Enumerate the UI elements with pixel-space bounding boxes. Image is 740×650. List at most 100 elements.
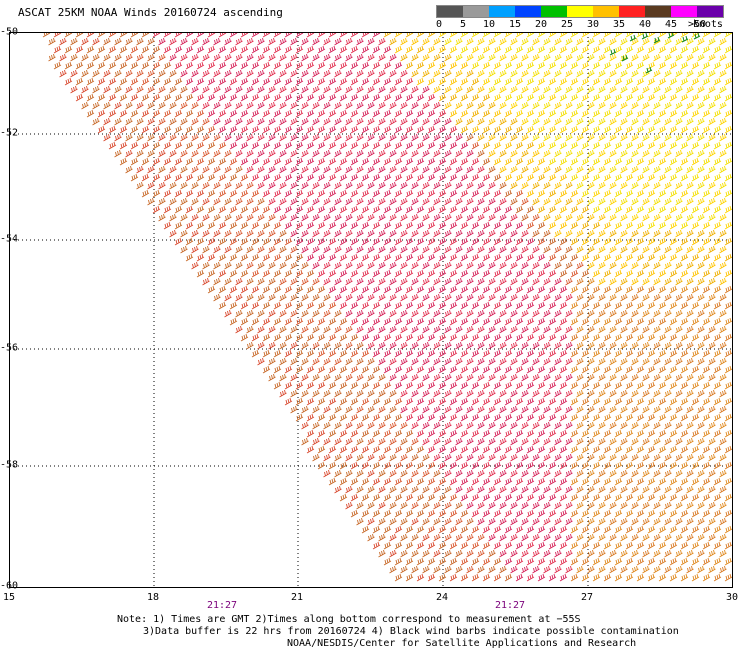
wind-barb	[543, 405, 551, 414]
wind-barb	[609, 373, 617, 382]
wind-barb	[455, 549, 463, 558]
wind-barb	[570, 509, 579, 518]
wind-barb	[400, 69, 408, 78]
wind-barb	[218, 93, 227, 102]
wind-barb	[218, 109, 227, 118]
wind-barb	[642, 245, 650, 254]
wind-barb	[642, 181, 650, 190]
wind-barb	[141, 77, 150, 86]
wind-barb	[411, 453, 419, 462]
wind-barb	[444, 565, 452, 574]
wind-barb	[416, 301, 425, 310]
wind-barb	[163, 173, 172, 182]
wind-barb	[642, 485, 650, 494]
wind-barb	[400, 421, 408, 430]
wind-barb	[521, 405, 529, 414]
wind-barb	[686, 533, 694, 542]
wind-barb	[400, 53, 408, 62]
wind-barb	[515, 429, 524, 438]
wind-barb	[257, 101, 265, 110]
wind-barb	[543, 501, 551, 510]
wind-barb	[268, 341, 276, 350]
wind-barb	[119, 33, 128, 38]
wind-barb	[416, 445, 425, 454]
wind-barb	[609, 213, 617, 222]
wind-barb	[570, 397, 579, 406]
wind-barb	[394, 205, 403, 214]
wind-barb	[394, 445, 403, 454]
wind-barb	[295, 237, 304, 246]
wind-barb	[240, 189, 249, 198]
wind-barb	[620, 437, 628, 446]
wind-barb	[642, 437, 650, 446]
wind-barb	[202, 133, 210, 142]
wind-barb	[389, 309, 397, 318]
wind-barb	[262, 285, 271, 294]
wind-barb	[345, 117, 353, 126]
wind-barb	[543, 293, 551, 302]
wind-barb	[719, 277, 727, 286]
wind-barb	[658, 525, 667, 534]
wind-barb	[213, 165, 221, 174]
wind-barb	[317, 77, 326, 86]
wind-barb	[372, 525, 381, 534]
wind-barb	[724, 205, 732, 214]
wind-barb	[548, 33, 557, 38]
wind-barb	[493, 189, 502, 198]
wind-barb	[378, 53, 386, 62]
wind-barb	[702, 77, 711, 86]
wind-barb	[180, 69, 188, 78]
wind-barb	[334, 453, 342, 462]
wind-barb	[592, 381, 601, 390]
wind-barb	[185, 77, 194, 86]
wind-barb	[466, 565, 474, 574]
wind-barb	[631, 101, 639, 110]
wind-barb	[526, 557, 535, 566]
wind-barb	[301, 165, 309, 174]
wind-barb	[620, 229, 628, 238]
wind-barb	[334, 181, 342, 190]
wind-barb	[400, 133, 408, 142]
wind-barb	[339, 269, 348, 278]
wind-barb	[521, 149, 529, 158]
wind-barb	[81, 53, 89, 62]
wind-barb	[565, 293, 573, 302]
wind-barb	[213, 229, 221, 238]
wind-barb	[636, 541, 645, 550]
wind-barb	[284, 141, 293, 150]
wind-barb	[614, 541, 623, 550]
wind-barb	[587, 53, 595, 62]
wind-barb	[455, 325, 463, 334]
wind-barb	[603, 333, 612, 342]
wind-barb	[202, 261, 210, 270]
wind-barb	[565, 53, 573, 62]
wind-barb	[658, 141, 667, 150]
wind-barb	[460, 77, 469, 86]
wind-barb	[620, 565, 628, 574]
wind-barb	[477, 405, 485, 414]
wind-barb	[367, 517, 375, 526]
wind-barb	[686, 437, 694, 446]
wind-barb	[246, 277, 254, 286]
wind-barb	[669, 509, 678, 518]
wind-barb	[273, 157, 282, 166]
wind-barb	[350, 461, 359, 470]
wind-barb	[669, 525, 678, 534]
wind-barb	[427, 77, 436, 86]
wind-barb	[521, 437, 529, 446]
wind-barb	[213, 85, 221, 94]
wind-barb	[411, 421, 419, 430]
wind-barb	[499, 277, 507, 286]
wind-barb	[713, 317, 722, 326]
wind-barb	[389, 357, 397, 366]
wind-barb	[218, 285, 227, 294]
wind-barb	[312, 37, 320, 46]
wind-barb	[664, 357, 672, 366]
wind-barb	[504, 509, 513, 518]
wind-barb	[312, 309, 320, 318]
wind-barb	[697, 133, 705, 142]
wind-barb	[559, 381, 568, 390]
wind-barb	[257, 53, 265, 62]
wind-barb	[345, 453, 353, 462]
wind-barb	[235, 69, 243, 78]
